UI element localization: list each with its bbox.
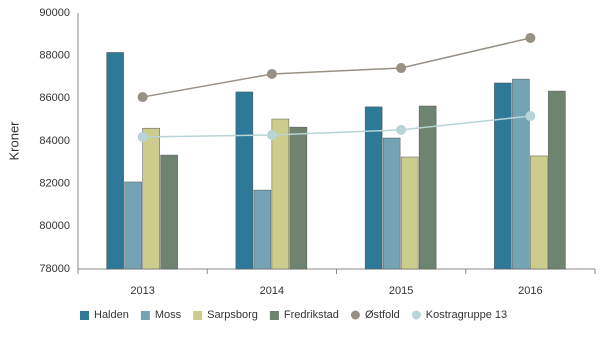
- bar: [289, 126, 308, 270]
- bar: [364, 106, 383, 270]
- legend-label: Kostragruppe 13: [426, 309, 507, 321]
- legend-label: Østfold: [365, 309, 400, 321]
- bar: [160, 154, 178, 270]
- y-tick-label: 78000: [39, 263, 70, 275]
- line: [142, 115, 531, 138]
- point: [137, 131, 148, 142]
- y-tick-label: 88000: [39, 50, 70, 62]
- point: [266, 130, 277, 141]
- bar: [494, 82, 512, 270]
- bar: [512, 78, 530, 270]
- bar: [253, 189, 272, 270]
- y-tick-label: 80000: [39, 220, 70, 232]
- point: [137, 92, 148, 103]
- y-tick-label: 90000: [39, 7, 70, 19]
- x-tick-label: 2013: [130, 285, 154, 297]
- bar: [400, 156, 419, 270]
- bar: [235, 91, 254, 270]
- line: [142, 37, 531, 98]
- legend-marker: [140, 311, 150, 320]
- bar: [106, 52, 124, 270]
- point: [396, 63, 407, 74]
- bar: [548, 90, 566, 270]
- legend-label: Moss: [155, 309, 182, 321]
- x-tick-label: 2015: [389, 285, 413, 297]
- point: [525, 111, 536, 122]
- y-tick-label: 82000: [39, 178, 70, 190]
- legend-label: Sarpsborg: [207, 309, 258, 321]
- y-axis-label: Kroner: [6, 121, 21, 161]
- bar: [271, 118, 290, 270]
- bar: [382, 137, 401, 270]
- y-tick-label: 84000: [39, 135, 70, 147]
- bar: [530, 155, 548, 270]
- legend-label: Halden: [94, 309, 129, 321]
- bar: [142, 127, 160, 270]
- x-tick-label: 2016: [518, 285, 542, 297]
- legend-marker: [269, 311, 279, 320]
- bar: [418, 105, 437, 270]
- point: [266, 69, 277, 80]
- x-tick-label: 2014: [260, 285, 284, 297]
- point: [525, 32, 536, 43]
- legend-marker: [80, 311, 89, 320]
- point: [396, 124, 407, 135]
- bar: [124, 181, 142, 270]
- legend-marker: [411, 310, 421, 320]
- y-tick-label: 86000: [39, 92, 70, 104]
- legend-marker: [350, 310, 360, 320]
- legend-label: Fredrikstad: [284, 309, 339, 321]
- legend-marker: [193, 311, 203, 320]
